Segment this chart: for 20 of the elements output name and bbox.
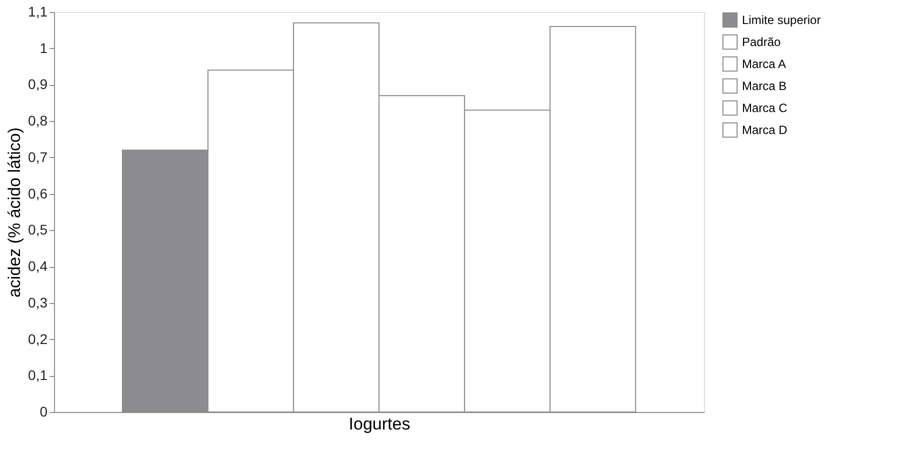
- legend-label: Marca C: [742, 101, 788, 115]
- y-tick-label: 0,1: [28, 367, 48, 384]
- y-tick-label: 0,2: [28, 330, 48, 347]
- legend-label: Marca B: [742, 79, 787, 93]
- y-tick-label: 0,3: [28, 294, 48, 310]
- legend-label: Limite superior: [742, 13, 821, 27]
- y-tick-label: 0,4: [28, 258, 48, 274]
- y-tick-label: 1: [40, 40, 48, 56]
- y-tick-label: 0,6: [28, 185, 48, 202]
- y-tick-label: 0,9: [28, 76, 48, 92]
- y-tick-label: 0: [40, 404, 48, 420]
- y-tick-label: 0,8: [28, 112, 48, 129]
- y-tick-label: 0,7: [28, 148, 48, 165]
- y-axis-title: acidez (% ácido lático): [5, 127, 24, 298]
- legend-label: Marca D: [742, 123, 788, 137]
- legend-label: Padrão: [742, 35, 782, 49]
- legend-label: Marca A: [742, 57, 786, 71]
- x-axis-title: Iogurtes: [348, 414, 410, 434]
- y-tick-label: 1,1: [28, 4, 48, 20]
- y-tick-label: 0,5: [28, 222, 48, 238]
